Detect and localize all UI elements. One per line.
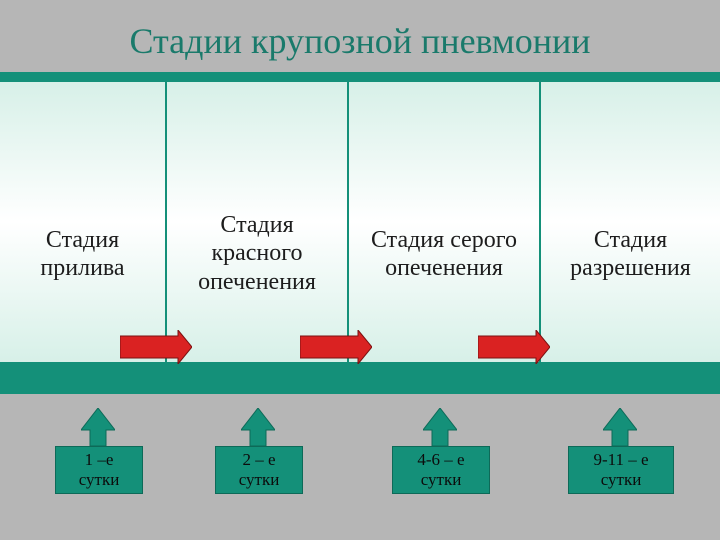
day-box-1: 2 – есутки: [215, 446, 303, 494]
stage-divider: [347, 82, 349, 362]
day-box-3: 9-11 – есутки: [568, 446, 674, 494]
stage-panel: [0, 82, 720, 362]
top-stripe: [0, 72, 720, 82]
progress-arrow-2: [478, 330, 550, 364]
stage-label-3: Стадияразрешения: [541, 226, 720, 283]
mid-stripe: [0, 362, 720, 394]
slide-title: Стадии крупозной пневмонии: [0, 20, 720, 62]
day-box-0: 1 –есутки: [55, 446, 143, 494]
stage-label-0: Стадияприлива: [0, 226, 165, 283]
stage-divider: [539, 82, 541, 362]
progress-arrow-0: [120, 330, 192, 364]
progress-arrow-1: [300, 330, 372, 364]
day-box-2: 4-6 – есутки: [392, 446, 490, 494]
stage-label-2: Стадия серогоопеченения: [349, 226, 539, 283]
day-up-arrow-2: [423, 408, 457, 446]
stage-label-1: Стадиякрасногоопеченения: [167, 211, 347, 296]
day-up-arrow-0: [81, 408, 115, 446]
day-up-arrow-3: [603, 408, 637, 446]
day-up-arrow-1: [241, 408, 275, 446]
